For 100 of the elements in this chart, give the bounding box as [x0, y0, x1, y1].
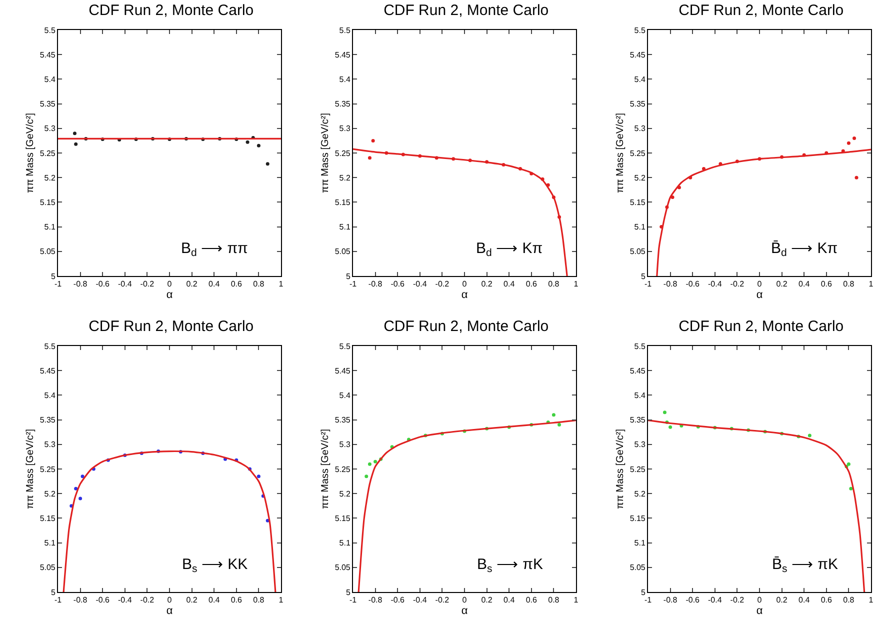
- x-tick-label: -1: [644, 280, 652, 289]
- x-tick-label: -1: [54, 596, 62, 605]
- x-tick-label: -0.6: [686, 596, 700, 605]
- y-tick-label: 5.1: [634, 222, 646, 232]
- y-tick-label: 5.25: [40, 148, 56, 158]
- x-tick-label: -0.6: [686, 280, 700, 289]
- y-tick-label: 5.4: [634, 391, 646, 400]
- x-axis-title: α: [756, 604, 764, 617]
- y-tick-label: 5.1: [339, 538, 351, 548]
- y-tick-label: 5.05: [630, 563, 646, 572]
- x-tick-label: 0: [462, 596, 468, 605]
- x-tick-label: -0.6: [96, 280, 110, 289]
- y-axis-title: ππ Mass [GeV/c²]: [24, 428, 36, 509]
- x-tick-label: 0.2: [186, 280, 198, 289]
- x-tick-label: 1: [868, 596, 874, 605]
- x-axis-title: α: [461, 288, 468, 301]
- x-tick-label: -0.2: [730, 280, 745, 289]
- x-tick-label: 0.8: [548, 596, 560, 605]
- x-tick-label: 0.6: [230, 596, 243, 605]
- x-tick-label: -0.6: [390, 596, 406, 605]
- chart-title: CDF Run 2, Monte Carlo: [88, 318, 254, 336]
- y-tick-label: 5: [640, 588, 646, 597]
- x-axis-title: α: [461, 604, 468, 617]
- y-tick-label: 5: [346, 272, 351, 281]
- x-tick-label: -0.2: [435, 596, 450, 605]
- x-tick-label: 0.4: [208, 280, 220, 289]
- y-tick-label: 5.45: [40, 366, 56, 376]
- x-tick-label: -0.8: [663, 596, 678, 605]
- x-tick-label: -0.8: [368, 596, 383, 605]
- y-tick-label: 5.5: [634, 26, 646, 35]
- y-tick-label: 5.5: [339, 26, 351, 35]
- y-tick-label: 5.35: [334, 416, 351, 425]
- x-tick-label: 0.2: [481, 280, 493, 289]
- x-tick-label: 0.8: [253, 280, 265, 289]
- x-tick-label: 0: [757, 596, 762, 605]
- x-axis-title: α: [166, 604, 174, 617]
- x-tick-label: 0: [167, 280, 172, 289]
- y-tick-label: 5.1: [44, 538, 56, 548]
- y-tick-label: 5.1: [634, 538, 646, 548]
- y-tick-label: 5.05: [40, 563, 56, 572]
- y-tick-label: 5.4: [339, 75, 351, 84]
- x-tick-label: 1: [574, 280, 579, 289]
- y-tick-label: 5.4: [339, 391, 351, 400]
- y-tick-label: 5.25: [630, 148, 646, 158]
- chart-title: CDF Run 2, Monte Carlo: [88, 2, 254, 20]
- x-tick-label: -0.8: [73, 596, 88, 605]
- y-tick-label: 5.2: [339, 173, 351, 182]
- y-tick-label: 5.3: [634, 124, 646, 134]
- y-tick-label: 5.4: [634, 75, 646, 84]
- y-tick-label: 5.05: [40, 247, 56, 256]
- y-tick-label: 5: [50, 272, 56, 281]
- y-axis-title: ππ Mass [GeV/c²]: [320, 112, 331, 193]
- y-tick-label: 5.3: [44, 440, 56, 450]
- y-tick-label: 5: [50, 588, 56, 597]
- x-tick-label: -0.8: [73, 280, 88, 289]
- x-tick-label: 1: [868, 280, 874, 289]
- y-tick-label: 5.35: [40, 416, 56, 425]
- x-tick-label: -1: [644, 596, 652, 605]
- x-tick-label: -0.2: [140, 596, 155, 605]
- y-tick-label: 5.2: [44, 489, 56, 498]
- y-tick-label: 5.2: [339, 489, 351, 498]
- x-tick-label: -0.2: [140, 280, 155, 289]
- y-tick-label: 5.1: [44, 222, 56, 232]
- annotation: B$_{s}$ ⟶ πK: [477, 556, 543, 576]
- x-axis-title: α: [166, 288, 174, 301]
- y-axis-title: ππ Mass [GeV/c²]: [614, 112, 626, 193]
- annotation: B$_{d}$ ⟶ Kπ: [476, 240, 543, 260]
- x-tick-label: -1: [349, 596, 358, 605]
- y-tick-label: 5.5: [44, 342, 56, 351]
- y-tick-label: 5.15: [630, 514, 646, 523]
- x-tick-label: -0.2: [435, 280, 450, 289]
- x-tick-label: 0.2: [776, 280, 788, 289]
- chart-title: CDF Run 2, Monte Carlo: [678, 318, 844, 336]
- x-tick-label: -0.4: [413, 596, 428, 605]
- x-tick-label: 0.8: [843, 280, 855, 289]
- x-tick-label: 0.8: [548, 280, 560, 289]
- x-tick-label: 0.6: [526, 280, 538, 289]
- y-tick-label: 5.3: [339, 124, 351, 134]
- y-axis-title: ππ Mass [GeV/c²]: [320, 428, 331, 509]
- y-tick-label: 5.05: [334, 563, 351, 572]
- x-tick-label: 0: [167, 596, 172, 605]
- x-tick-label: 0.4: [208, 596, 220, 605]
- x-tick-label: -0.8: [368, 280, 383, 289]
- chart-title: CDF Run 2, Monte Carlo: [678, 2, 844, 20]
- x-tick-label: -0.6: [390, 280, 406, 289]
- y-tick-label: 5: [346, 588, 351, 597]
- x-tick-label: 0.6: [820, 280, 833, 289]
- x-tick-label: 1: [278, 596, 284, 605]
- y-tick-label: 5.35: [630, 416, 646, 425]
- y-tick-label: 5.35: [630, 100, 646, 109]
- annotation: B$_{d}$ ⟶ ππ: [181, 240, 248, 260]
- x-tick-label: 0.4: [798, 280, 810, 289]
- x-tick-label: -0.4: [118, 596, 132, 605]
- x-tick-label: -0.6: [96, 596, 110, 605]
- x-tick-label: 0.4: [798, 596, 810, 605]
- x-tick-label: 0.6: [230, 280, 243, 289]
- y-tick-label: 5.35: [40, 100, 56, 109]
- annotation: B̄$_{d}$ ⟶ Kπ: [771, 240, 838, 260]
- x-tick-label: 0.2: [186, 596, 198, 605]
- y-tick-label: 5.45: [40, 50, 56, 60]
